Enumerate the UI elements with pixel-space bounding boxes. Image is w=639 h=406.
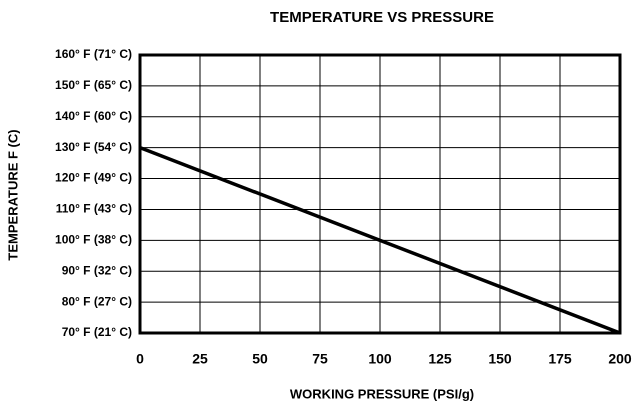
y-tick-label: 150° F (65° C) bbox=[55, 78, 132, 92]
data-line bbox=[139, 146, 621, 335]
x-tick-label: 100 bbox=[368, 351, 392, 367]
y-tick-label: 80° F (27° C) bbox=[62, 294, 132, 308]
x-axis-label: WORKING PRESSURE (PSI/g) bbox=[290, 386, 474, 401]
y-tick-label: 70° F (21° C) bbox=[62, 325, 132, 339]
x-tick-label: 50 bbox=[252, 351, 268, 367]
x-tick-label: 150 bbox=[488, 351, 512, 367]
y-tick-label: 100° F (38° C) bbox=[55, 233, 132, 247]
y-tick-label: 90° F (32° C) bbox=[62, 263, 132, 277]
chart-title: TEMPERATURE VS PRESSURE bbox=[270, 9, 494, 26]
y-tick-label: 140° F (60° C) bbox=[55, 109, 132, 123]
x-tick-label: 175 bbox=[548, 351, 572, 367]
x-tick-label: 125 bbox=[428, 351, 452, 367]
plot-frame bbox=[138, 53, 622, 335]
x-tick-label: 0 bbox=[136, 351, 144, 367]
y-tick-label: 160° F (71° C) bbox=[55, 47, 132, 61]
y-tick-label: 120° F (49° C) bbox=[55, 171, 132, 185]
x-tick-label: 200 bbox=[608, 351, 632, 367]
y-axis-label: TEMPERATURE F (C) bbox=[5, 129, 20, 260]
y-tick-label: 110° F (43° C) bbox=[56, 202, 132, 216]
y-tick-label: 130° F (54° C) bbox=[55, 140, 132, 154]
x-tick-label: 75 bbox=[312, 351, 328, 367]
x-tick-label: 25 bbox=[192, 351, 208, 367]
